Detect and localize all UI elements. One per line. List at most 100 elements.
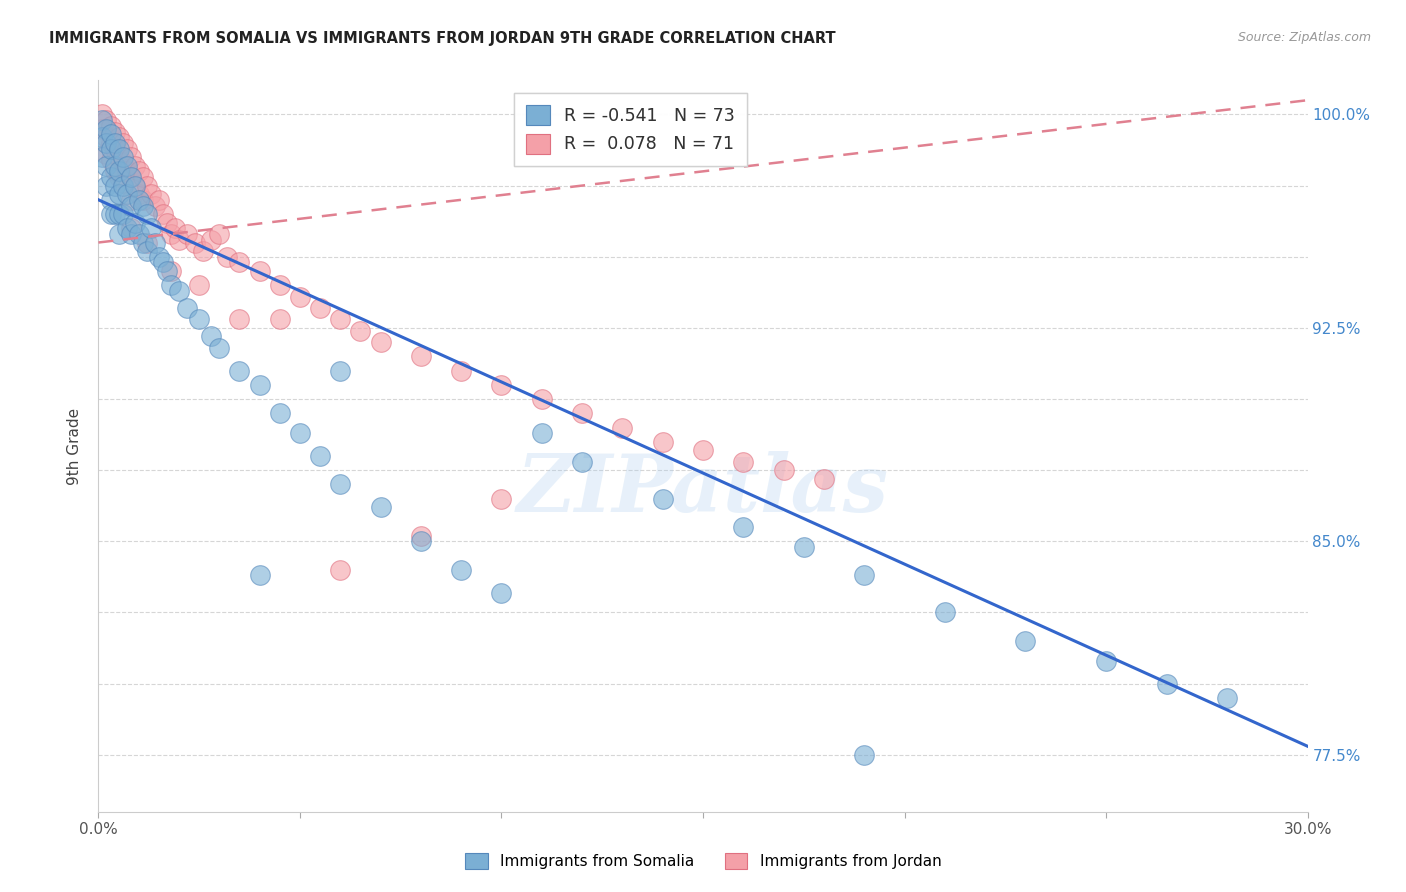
- Point: [329, 477, 352, 491]
- Point: [103, 207, 125, 221]
- Point: [571, 455, 593, 469]
- Point: [1216, 690, 1239, 705]
- Point: [329, 363, 352, 377]
- Point: [853, 568, 876, 582]
- Point: [793, 540, 815, 554]
- Point: [135, 178, 157, 193]
- Point: [208, 341, 231, 355]
- Point: [120, 198, 142, 212]
- Point: [91, 113, 114, 128]
- Point: [934, 606, 956, 620]
- Point: [132, 169, 155, 184]
- Point: [530, 392, 553, 406]
- Point: [156, 216, 179, 230]
- Point: [249, 264, 271, 278]
- Point: [651, 491, 673, 506]
- Point: [813, 472, 835, 486]
- Point: [184, 235, 207, 250]
- Point: [152, 255, 174, 269]
- Point: [96, 121, 118, 136]
- Point: [96, 159, 118, 173]
- Point: [148, 193, 170, 207]
- Point: [103, 136, 125, 150]
- Point: [115, 164, 138, 178]
- Point: [450, 363, 472, 377]
- Point: [107, 130, 129, 145]
- Point: [128, 227, 150, 241]
- Point: [571, 406, 593, 420]
- Point: [124, 178, 146, 193]
- Point: [111, 136, 134, 150]
- Point: [135, 244, 157, 258]
- Point: [103, 142, 125, 156]
- Point: [612, 420, 634, 434]
- Point: [329, 563, 352, 577]
- Point: [188, 312, 211, 326]
- Point: [120, 169, 142, 184]
- Point: [120, 150, 142, 164]
- Point: [100, 136, 122, 150]
- Point: [853, 747, 876, 762]
- Point: [91, 150, 114, 164]
- Point: [107, 142, 129, 156]
- Point: [176, 227, 198, 241]
- Point: [132, 235, 155, 250]
- Point: [160, 278, 183, 293]
- Point: [96, 130, 118, 145]
- Point: [409, 349, 432, 363]
- Text: ZIPatlas: ZIPatlas: [517, 451, 889, 529]
- Point: [91, 130, 114, 145]
- Point: [96, 113, 118, 128]
- Point: [269, 406, 291, 420]
- Point: [128, 187, 150, 202]
- Point: [228, 363, 250, 377]
- Point: [530, 426, 553, 441]
- Point: [733, 455, 755, 469]
- Legend: Immigrants from Somalia, Immigrants from Jordan: Immigrants from Somalia, Immigrants from…: [458, 847, 948, 875]
- Point: [491, 585, 513, 599]
- Point: [349, 324, 371, 338]
- Point: [103, 178, 125, 193]
- Point: [692, 443, 714, 458]
- Point: [208, 227, 231, 241]
- Point: [124, 216, 146, 230]
- Point: [450, 563, 472, 577]
- Point: [249, 568, 271, 582]
- Point: [111, 178, 134, 193]
- Point: [163, 221, 186, 235]
- Point: [96, 178, 118, 193]
- Point: [100, 128, 122, 142]
- Point: [143, 235, 166, 250]
- Point: [217, 250, 239, 264]
- Point: [409, 529, 432, 543]
- Point: [160, 264, 183, 278]
- Point: [200, 329, 222, 343]
- Point: [176, 301, 198, 315]
- Point: [115, 221, 138, 235]
- Point: [107, 150, 129, 164]
- Point: [309, 301, 332, 315]
- Point: [733, 520, 755, 534]
- Point: [107, 169, 129, 184]
- Point: [107, 187, 129, 202]
- Point: [128, 193, 150, 207]
- Point: [124, 178, 146, 193]
- Point: [288, 289, 311, 303]
- Point: [128, 164, 150, 178]
- Point: [152, 207, 174, 221]
- Point: [156, 264, 179, 278]
- Point: [111, 150, 134, 164]
- Point: [100, 142, 122, 156]
- Point: [103, 164, 125, 178]
- Point: [491, 377, 513, 392]
- Point: [139, 187, 162, 202]
- Point: [120, 221, 142, 235]
- Point: [651, 434, 673, 449]
- Point: [135, 207, 157, 221]
- Point: [491, 491, 513, 506]
- Point: [772, 463, 794, 477]
- Point: [193, 244, 215, 258]
- Point: [103, 159, 125, 173]
- Legend: R = -0.541   N = 73, R =  0.078   N = 71: R = -0.541 N = 73, R = 0.078 N = 71: [513, 93, 747, 166]
- Point: [107, 207, 129, 221]
